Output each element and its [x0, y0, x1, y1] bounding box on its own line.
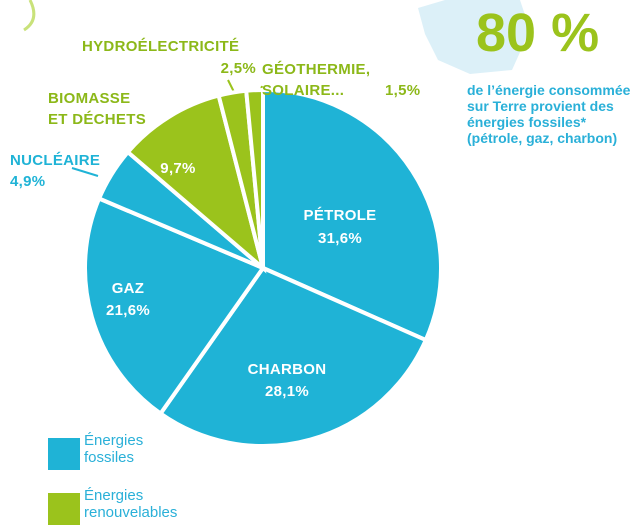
value-label: 9,7%	[160, 158, 195, 179]
highlight-text: de l’énergie consommée sur Terre provien…	[467, 82, 643, 146]
category-label: PÉTROLE	[304, 205, 377, 226]
value-label: 1,5%	[385, 80, 420, 101]
infographic: 80 % de l’énergie consommée sur Terre pr…	[0, 0, 644, 529]
value-label: 31,6%	[318, 228, 362, 249]
value-label: 4,9%	[10, 171, 45, 192]
legend-label: Énergies renouvelables	[84, 487, 184, 521]
legend-label: Énergies fossiles	[84, 432, 154, 466]
category-label: BIOMASSE ET DÉCHETS	[48, 88, 148, 130]
highlight-number: 80 %	[476, 2, 599, 64]
legend-swatch	[48, 438, 80, 470]
category-label: NUCLÉAIRE	[10, 150, 100, 171]
legend-swatch	[48, 493, 80, 525]
decor	[24, 0, 34, 30]
category-label: GÉOTHERMIE, SOLAIRE...	[262, 59, 372, 101]
value-label: 2,5%	[221, 58, 256, 79]
category-label: HYDROÉLECTRICITÉ	[82, 36, 239, 57]
value-label: 21,6%	[106, 300, 150, 321]
value-label: 28,1%	[265, 381, 309, 402]
category-label: GAZ	[112, 278, 145, 299]
category-label: CHARBON	[248, 359, 327, 380]
